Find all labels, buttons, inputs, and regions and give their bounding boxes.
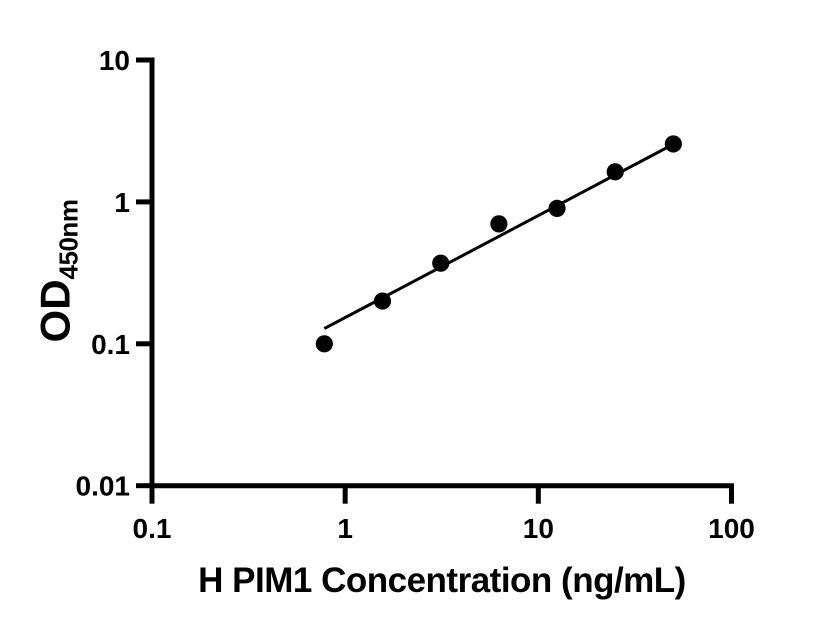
y-axis-title-sub: 450nm [53,199,84,280]
data-point [490,215,508,233]
x-tick-label: 10 [523,513,554,544]
x-axis-title-text: H PIM1 Concentration (ng/mL) [198,561,686,600]
data-point [606,163,624,181]
data-point [373,292,392,310]
y-tick-label: 0.1 [91,329,130,360]
y-tick-label: 10 [99,45,130,76]
x-tick-label: 1 [337,513,353,544]
y-axis-title: OD450nm [31,199,84,343]
y-tick-label: 0.01 [76,471,131,502]
x-axis-title: H PIM1 Concentration (ng/mL) [198,561,686,600]
y-axis-title-main: OD [31,279,79,343]
x-tick-label: 0.1 [133,513,172,544]
data-point [664,135,682,153]
y-tick-label: 1 [114,187,130,218]
data-point [315,335,333,353]
data-point [432,254,450,272]
data-point [548,199,566,217]
x-tick-label: 100 [708,513,755,544]
